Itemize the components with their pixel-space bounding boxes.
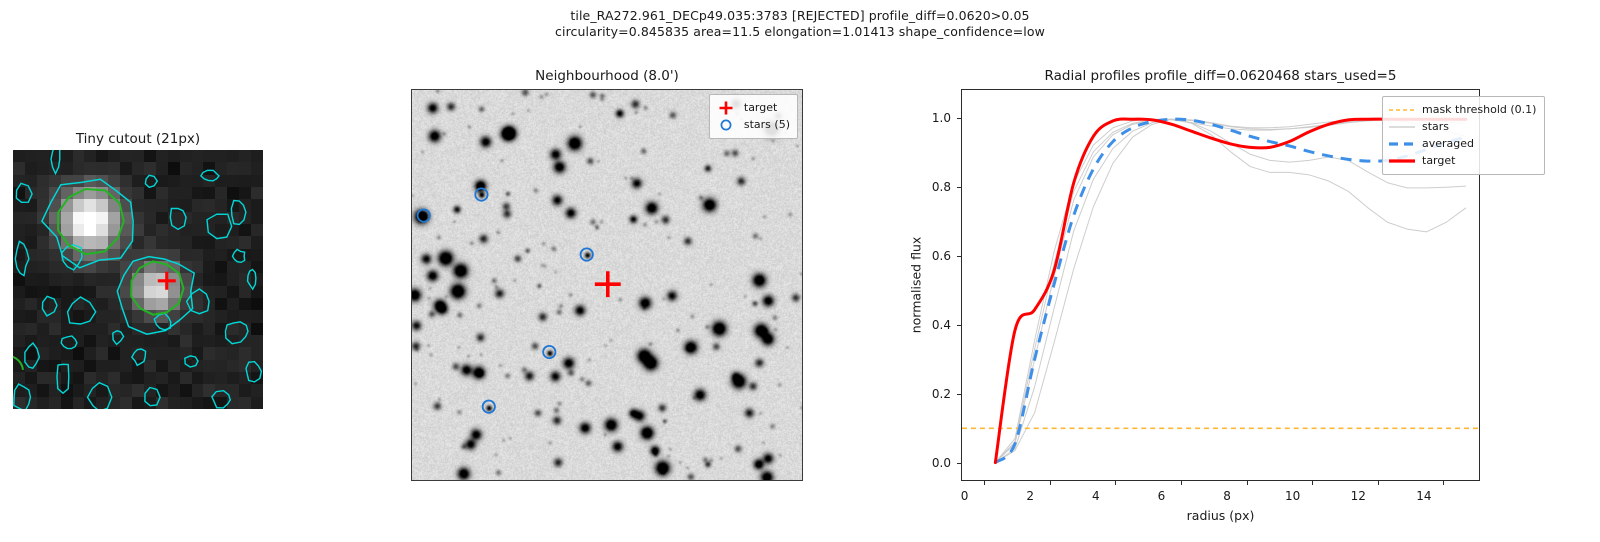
x-tick-mark	[1246, 481, 1248, 485]
y-tick-label: 0.8	[931, 180, 951, 195]
legend-label-stars: stars	[1422, 119, 1450, 133]
dashed-blue-line-icon	[1389, 138, 1415, 150]
y-tick-mark	[957, 393, 961, 395]
y-tick-label: 0.2	[931, 387, 951, 402]
x-tick-mark	[1443, 481, 1445, 485]
red-cross-target-icon	[157, 271, 176, 290]
legend-row-target: target	[715, 99, 790, 116]
x-tick-mark	[1377, 481, 1379, 485]
neighbourhood-legend: target stars (5)	[708, 94, 798, 139]
green-ellipse-group	[13, 187, 185, 371]
suptitle-line-2: circularity=0.845835 area=11.5 elongatio…	[555, 24, 1045, 39]
red-line-icon	[1389, 155, 1415, 167]
legend-label-stars: stars (5)	[743, 118, 790, 131]
star-circle-markers	[416, 187, 594, 414]
x-tick-label: 4	[1092, 489, 1100, 503]
y-tick-mark	[957, 186, 961, 188]
x-tick-label: 12	[1350, 489, 1366, 503]
y-tick-label: 1.0	[931, 111, 951, 126]
legend-row-averaged: averaged	[1389, 135, 1536, 152]
target-cross-marker	[594, 271, 621, 298]
legend-label-mask-threshold: mask threshold (0.1)	[1422, 102, 1537, 116]
x-tick-mark	[1180, 481, 1182, 485]
grey-line-icon	[1389, 121, 1415, 133]
neighbourhood-panel-title: Neighbourhood (8.0')	[535, 68, 679, 84]
y-tick-mark	[957, 462, 961, 464]
suptitle-line-1: tile_RA272.961_DECp49.035:3783 [REJECTED…	[570, 8, 1030, 23]
x-tick-label: 6	[1157, 489, 1166, 503]
x-axis-label: radius (px)	[1186, 508, 1255, 523]
y-tick-mark	[957, 324, 961, 326]
x-tick-label: 14	[1416, 489, 1432, 503]
legend-row-stars: stars	[1389, 118, 1536, 135]
x-tick-label: 2	[1026, 489, 1035, 503]
figure-suptitle: tile_RA272.961_DECp49.035:3783 [REJECTED…	[0, 8, 1600, 40]
legend-row-mask-threshold: mask threshold (0.1)	[1389, 101, 1536, 118]
plus-marker-icon	[715, 100, 737, 116]
legend-row-target: target	[1389, 152, 1536, 169]
y-tick-label: 0.4	[931, 318, 951, 333]
cutout-contour-overlay	[13, 150, 263, 409]
circle-marker-icon	[715, 117, 737, 133]
y-tick-label: 0.0	[931, 456, 951, 471]
x-tick-mark	[984, 481, 986, 485]
x-tick-label: 0	[960, 489, 969, 503]
y-tick-label: 0.6	[931, 249, 951, 264]
x-tick-label: 10	[1285, 489, 1301, 503]
radial-profiles-title: Radial profiles profile_diff=0.0620468 s…	[1044, 68, 1397, 84]
dashed-orange-line-icon	[1389, 104, 1415, 116]
legend-row-stars: stars (5)	[715, 116, 790, 133]
radial-profiles-axes	[961, 89, 1480, 481]
legend-label-target: target	[743, 101, 778, 114]
neighbourhood-marker-overlay	[416, 187, 621, 414]
x-tick-mark	[1312, 481, 1314, 485]
cyan-contour-group	[13, 150, 263, 409]
y-tick-mark	[957, 117, 961, 119]
y-tick-mark	[957, 255, 961, 257]
x-tick-mark	[1115, 481, 1117, 485]
legend-label-averaged: averaged	[1422, 136, 1475, 150]
radial-profiles-legend: mask threshold (0.1) stars averaged	[1382, 96, 1546, 175]
x-tick-label: 8	[1223, 489, 1231, 503]
neighbourhood-image: target stars (5)	[411, 89, 803, 481]
cutout-panel-title: Tiny cutout (21px)	[75, 131, 201, 147]
tiny-cutout-image	[13, 150, 263, 409]
x-tick-mark	[1049, 481, 1051, 485]
legend-label-target: target	[1422, 153, 1456, 167]
